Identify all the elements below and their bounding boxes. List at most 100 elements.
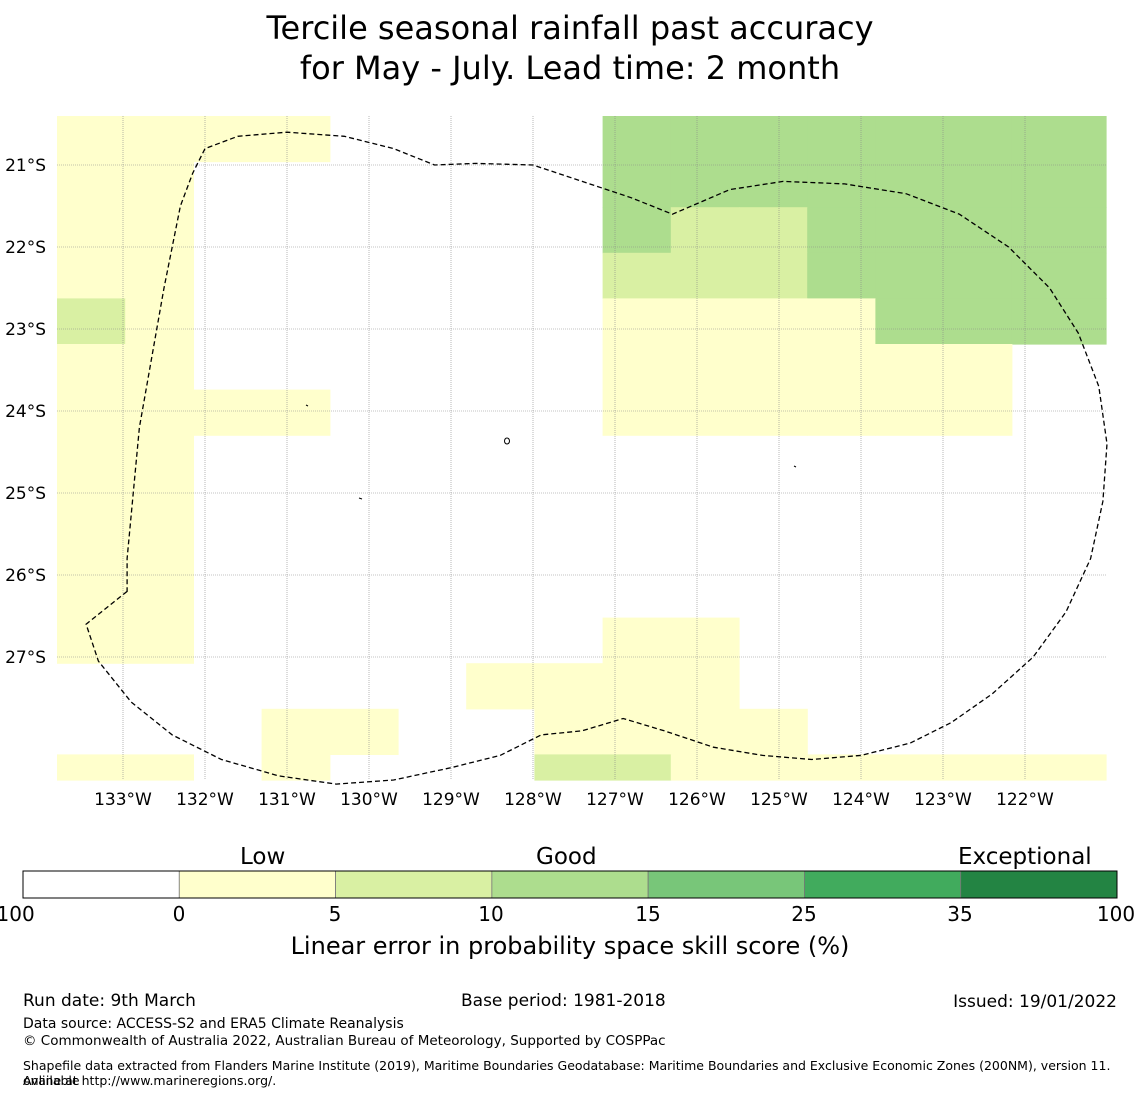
skill-cell — [875, 116, 945, 163]
base-period: Base period: 1981-2018 — [461, 991, 666, 1011]
skill-cell — [57, 344, 126, 391]
latitude-label: 26°S — [5, 566, 46, 586]
colorbar-tick: 100 — [1096, 902, 1136, 926]
skill-cell — [534, 663, 604, 710]
skill-cell — [602, 252, 672, 299]
colorbar-tick: 15 — [635, 902, 661, 926]
skill-cell — [807, 252, 876, 299]
colorbar-segment — [647, 870, 805, 899]
skill-cell — [739, 116, 808, 163]
skill-cell — [739, 389, 808, 436]
skill-cell — [875, 389, 945, 436]
skill-cell — [57, 298, 126, 345]
longitude-label: 127°W — [586, 790, 644, 810]
skill-cell — [57, 480, 126, 527]
skill-cell — [329, 708, 399, 755]
longitude-label: 124°W — [832, 790, 890, 810]
skill-cell — [57, 207, 126, 254]
skill-cell — [602, 344, 672, 391]
skill-cell — [943, 389, 1013, 436]
skill-cell — [875, 344, 945, 391]
colorbar-segment — [960, 870, 1118, 899]
skill-cell — [602, 161, 672, 208]
colorbar-tick: 5 — [328, 902, 342, 926]
skill-cell — [57, 572, 126, 619]
skill-cell — [1080, 116, 1107, 163]
skill-cell — [943, 344, 1013, 391]
skill-cell — [943, 116, 1013, 163]
skill-cell — [875, 298, 945, 345]
longitude-label: 123°W — [914, 790, 972, 810]
skill-cell — [807, 344, 876, 391]
latitude-label: 27°S — [5, 648, 46, 668]
latitude-label: 23°S — [5, 320, 46, 340]
skill-cell — [125, 161, 194, 208]
colorbar-tick: 35 — [947, 902, 973, 926]
colorbar-tick: 10 — [478, 902, 504, 926]
skill-cell — [943, 298, 1013, 345]
skill-cell — [1080, 754, 1107, 781]
skill-cell — [602, 298, 672, 345]
skill-cell — [602, 389, 672, 436]
shapefile-credit-line1: Shapefile data extracted from Flanders M… — [23, 1058, 1111, 1088]
skill-cell — [739, 344, 808, 391]
skill-cell — [534, 754, 604, 781]
issued-date: Issued: 19/01/2022 — [953, 992, 1117, 1012]
skill-cell — [125, 572, 194, 619]
skill-cell — [739, 754, 808, 781]
skill-cell — [57, 435, 126, 482]
longitude-label: 133°W — [94, 790, 152, 810]
longitude-label: 129°W — [422, 790, 480, 810]
colorbar-tick: -100 — [0, 902, 35, 926]
skill-cell — [1080, 298, 1107, 345]
skill-cell — [125, 526, 194, 573]
skill-cell — [807, 116, 876, 163]
skill-cell — [1011, 252, 1081, 299]
skill-cell — [670, 298, 740, 345]
skill-cell — [1080, 161, 1107, 208]
skill-cell — [670, 754, 740, 781]
skill-cell — [261, 708, 331, 755]
skill-cell — [125, 617, 194, 664]
colorbar-label-exceptional: Exceptional — [958, 844, 1092, 870]
skill-cell — [261, 116, 331, 163]
latitude-label: 25°S — [5, 484, 46, 504]
skill-cell — [670, 663, 740, 710]
skill-cell — [739, 252, 808, 299]
colorbar-tick: 0 — [172, 902, 186, 926]
longitude-label: 125°W — [750, 790, 808, 810]
skill-cell — [602, 116, 672, 163]
skill-cell — [670, 617, 740, 664]
skill-cell — [875, 161, 945, 208]
colorbar-segment — [804, 870, 962, 899]
skill-cell — [125, 252, 194, 299]
skill-cell — [57, 116, 126, 163]
island-mark — [793, 465, 797, 468]
skill-cell — [602, 663, 672, 710]
skill-cell — [875, 207, 945, 254]
skill-cell — [807, 298, 876, 345]
skill-cell — [670, 207, 740, 254]
skill-cell — [875, 754, 945, 781]
skill-cell — [1011, 207, 1081, 254]
chart-title-line1: Tercile seasonal rainfall past accuracy — [266, 9, 874, 47]
skill-cell — [57, 754, 126, 781]
skill-cell — [670, 116, 740, 163]
skill-cell — [602, 207, 672, 254]
skill-cell — [670, 708, 740, 755]
latitude-tick-labels: 21°S 22°S 23°S 24°S 25°S 26°S 27°S — [5, 156, 46, 668]
skill-grid — [57, 116, 1107, 781]
skill-cell — [739, 298, 808, 345]
skill-cell — [943, 754, 1013, 781]
island-mark — [358, 497, 363, 500]
longitude-label: 126°W — [668, 790, 726, 810]
skill-cell — [125, 435, 194, 482]
skill-cell — [1011, 754, 1081, 781]
colorbar-frame — [22, 870, 1118, 899]
colorbar-segment — [335, 870, 493, 899]
longitude-label: 130°W — [340, 790, 398, 810]
skill-cell — [193, 116, 263, 163]
skill-cell — [1011, 298, 1081, 345]
skill-cell — [1080, 207, 1107, 254]
